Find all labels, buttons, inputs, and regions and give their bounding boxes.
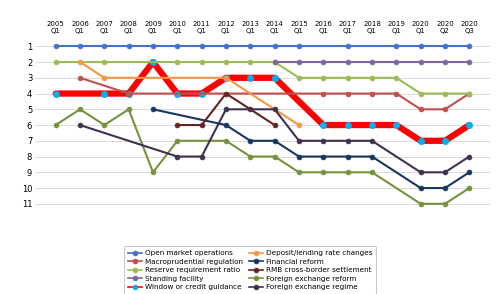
Legend: Open market operations, Macroprudential regulation, Reserve requirement ratio, S: Open market operations, Macroprudential … — [124, 246, 376, 294]
